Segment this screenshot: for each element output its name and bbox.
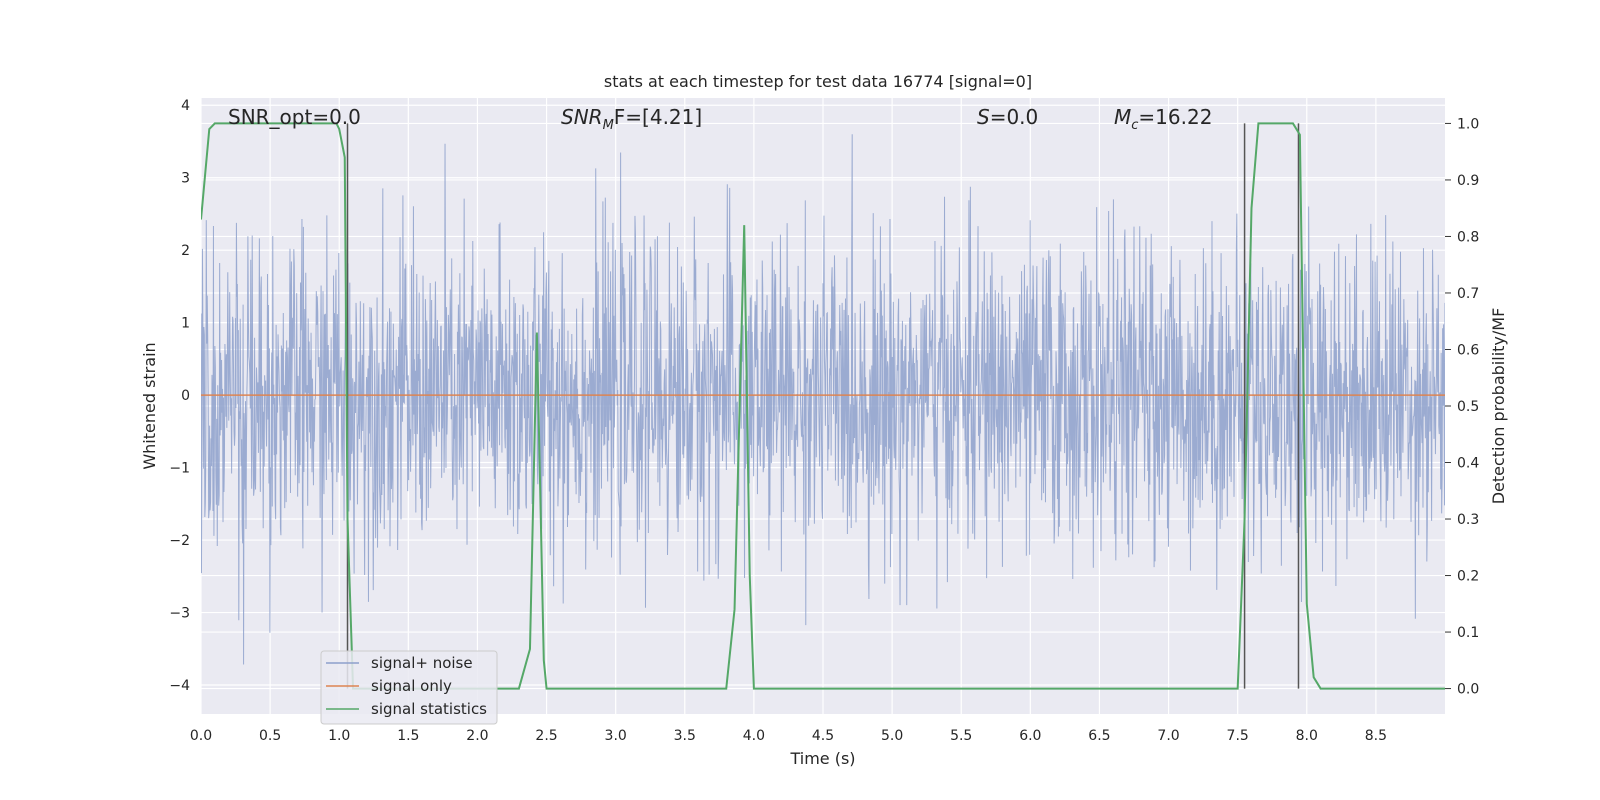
plot-clip-group <box>201 122 1445 690</box>
x-tick-label: 0.0 <box>190 728 212 744</box>
x-tick-label: 3.5 <box>674 728 696 744</box>
s-var: S <box>977 105 990 129</box>
y2-tick-label: 0.8 <box>1457 229 1479 245</box>
x-tick-label: 8.0 <box>1296 728 1318 744</box>
signal-plus-noise-series <box>201 134 1445 665</box>
x-tick-label: 0.5 <box>259 728 281 744</box>
y-axis-ticks: −4 −3 −2 −1 0 1 2 3 4 <box>169 98 190 694</box>
y2-tick-label: 0.6 <box>1457 342 1479 358</box>
y-tick-label: 1 <box>181 316 190 332</box>
y2-tick-label: 0.2 <box>1457 569 1479 585</box>
x-tick-label: 7.5 <box>1227 728 1249 744</box>
legend-label-signal: signal only <box>371 677 452 695</box>
y2-tick-label: 0.0 <box>1457 682 1479 698</box>
y2-tick-label: 0.5 <box>1457 399 1479 415</box>
y-tick-label: 0 <box>181 388 190 404</box>
y-tick-label: 2 <box>181 243 190 259</box>
y2-tick-label: 1.0 <box>1457 116 1479 132</box>
snr-mf-tail: F=[4.21] <box>614 105 702 129</box>
signal-statistics-series <box>201 122 1445 690</box>
y-axis-label: Whitened strain <box>140 342 159 469</box>
x-tick-label: 6.0 <box>1019 728 1041 744</box>
x-tick-label: 3.0 <box>605 728 627 744</box>
snr-mf-annotation: SNRMF=[4.21] <box>561 105 702 133</box>
y-tick-label: 3 <box>181 171 190 187</box>
x-tick-label: 5.5 <box>950 728 972 744</box>
y-tick-label: −3 <box>169 606 190 622</box>
mc-tail: =16.22 <box>1138 105 1212 129</box>
y2-tick-label: 0.9 <box>1457 173 1479 189</box>
mc-var: M <box>1114 105 1131 129</box>
x-tick-label: 2.5 <box>535 728 557 744</box>
legend-label-stats: signal statistics <box>371 700 487 718</box>
x-tick-label: 4.0 <box>743 728 765 744</box>
chart-title: stats at each timestep for test data 167… <box>604 72 1032 91</box>
x-tick-label: 5.0 <box>881 728 903 744</box>
y-tick-label: −4 <box>169 678 190 694</box>
x-tick-label: 8.5 <box>1365 728 1387 744</box>
y2-axis-label: Detection probability/MF <box>1489 308 1508 505</box>
snr-mf-sub: M <box>603 118 614 133</box>
snr-mf-main: SNR <box>561 105 603 129</box>
x-axis-label: Time (s) <box>789 749 855 768</box>
y-tick-label: 4 <box>181 98 190 114</box>
y2-axis-ticks: 0.0 0.1 0.2 0.3 0.4 0.5 0.6 0.7 0.8 0.9 1.0 <box>1445 116 1479 698</box>
mc-annotation: Mc=16.22 <box>1114 105 1212 133</box>
x-tick-label: 2.0 <box>466 728 488 744</box>
y2-tick-label: 0.7 <box>1457 286 1479 302</box>
noise-trace <box>201 134 1445 665</box>
legend: signal+ noise signal only signal statist… <box>320 650 498 725</box>
y2-tick-label: 0.4 <box>1457 456 1479 472</box>
snr-opt-annotation: SNR_opt=0.0 <box>228 105 361 129</box>
y2-tick-label: 0.1 <box>1457 625 1479 641</box>
s-annotation: S=0.0 <box>977 105 1038 129</box>
x-tick-label: 4.5 <box>812 728 834 744</box>
mc-sub: c <box>1131 118 1138 133</box>
y2-tick-label: 0.3 <box>1457 512 1479 528</box>
s-tail: =0.0 <box>990 105 1039 129</box>
legend-box <box>320 650 498 725</box>
x-tick-label: 6.5 <box>1088 728 1110 744</box>
y-tick-label: −1 <box>169 461 190 477</box>
x-axis-ticks: 0.0 0.5 1.0 1.5 2.0 2.5 3.0 3.5 4.0 4.5 5.0 5.5 6.0 6… <box>190 728 1387 744</box>
x-tick-label: 7.0 <box>1157 728 1179 744</box>
y-tick-label: −2 <box>169 533 190 549</box>
x-tick-label: 1.0 <box>328 728 350 744</box>
legend-label-noise: signal+ noise <box>371 654 473 672</box>
x-tick-label: 1.5 <box>397 728 419 744</box>
